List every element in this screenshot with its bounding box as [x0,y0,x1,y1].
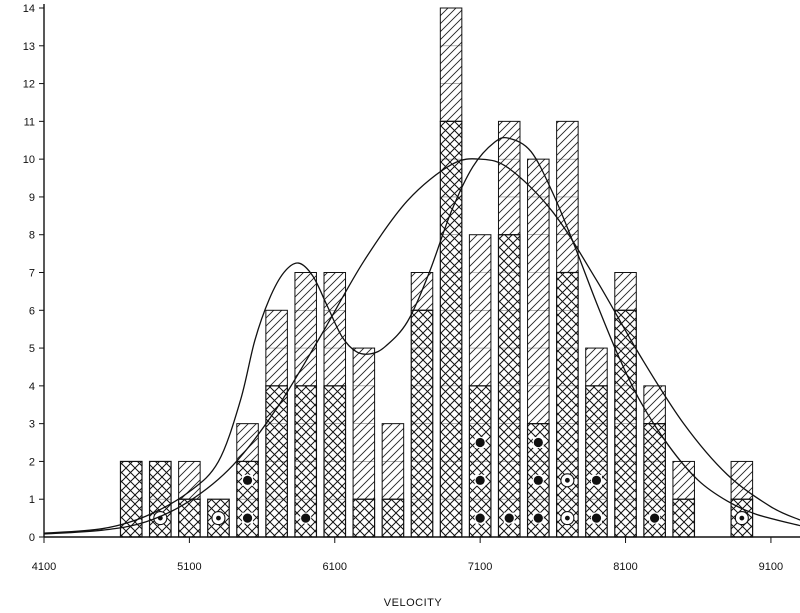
fit-curves [44,136,800,535]
y-tick-label: 13 [23,41,35,53]
bar-circle-marker-center [564,477,570,483]
histogram-bar [294,272,318,538]
histogram-bar [468,234,492,538]
x-tick-label: 9100 [759,561,783,573]
y-tick-label: 11 [24,116,35,128]
bar-solid-dot [504,513,514,523]
y-tick-label: 1 [29,494,35,506]
histogram-bar [148,460,172,538]
histogram-bar [410,272,434,538]
histogram-bar [526,158,550,538]
bar-segment-crosshatch [381,498,405,538]
bar-solid-dot [591,513,602,523]
histogram-bar [381,423,405,538]
y-tick-label: 6 [29,305,35,317]
bar-segment-crosshatch [672,498,696,538]
x-tick-label: 5100 [177,561,201,573]
bar-segment-crosshatch [439,120,463,538]
y-tick-label: 4 [29,381,35,393]
histogram-bar [556,120,579,538]
y-tick-label: 14 [23,3,35,15]
bar-segment-diagonal [527,158,550,425]
histogram-bar [119,460,143,538]
bar-solid-dot [475,437,485,448]
bar-solid-dot [475,513,485,523]
x-tick-label: 8100 [613,561,637,573]
bar-solid-dot [475,475,485,485]
histogram-bar [614,272,637,538]
bar-segment-diagonal [294,272,317,387]
histogram-bar [730,460,754,538]
bar-segment-crosshatch [178,498,201,538]
bar-segment-crosshatch [643,423,666,538]
bar-solid-dot [650,513,660,523]
histogram-bar [265,309,288,538]
x-tick-label: 7100 [468,561,492,573]
bar-segment-crosshatch [352,498,376,538]
bar-segment-diagonal [178,460,201,500]
y-tick-label: 8 [29,230,35,242]
fit-curve-bimodal [44,136,800,534]
x-axis-title: VELOCITY [384,597,443,609]
y-tick-label: 0 [29,532,35,544]
bar-solid-dot [591,475,602,485]
bar-segment-diagonal [439,7,463,122]
y-tick-label: 5 [29,343,35,355]
bar-solid-dot [533,437,543,448]
histogram-bar [352,347,376,538]
bar-circle-marker-center [216,515,221,521]
histogram-bar [585,347,608,538]
x-tick-label: 4100 [32,561,56,573]
bars [119,7,754,538]
bar-segment-crosshatch [556,271,579,538]
histogram-bar [439,7,463,538]
histogram-bar [207,498,230,538]
y-tick-label: 7 [29,268,35,280]
x-tick-label: 6100 [323,561,347,573]
bar-segment-diagonal [323,272,347,387]
y-tick-label: 3 [29,419,35,431]
bar-circle-marker-center [739,515,745,521]
y-tick-label: 2 [29,456,35,468]
histogram-bar [643,385,666,538]
y-tick-label: 10 [23,154,35,166]
bar-segment-diagonal [585,347,608,387]
y-tick-label: 12 [23,79,35,91]
bar-segment-diagonal [672,460,695,500]
bar-solid-dot [242,513,253,523]
histogram-bar [178,460,201,538]
x-axis: 4100 5100 6100 7100 8100 9100 [32,537,783,573]
bar-segment-diagonal [236,423,259,462]
y-tick-label: 9 [29,192,35,204]
bar-solid-dot [301,513,311,523]
histogram-bar [236,423,259,538]
fit-curve-unimodal [44,158,800,535]
bar-solid-dot [242,475,253,485]
bar-solid-dot [533,513,543,523]
histogram-bar [497,120,521,538]
bar-circle-marker-center [564,515,570,521]
bar-solid-dot [533,475,543,485]
bar-segment-diagonal [614,272,637,311]
